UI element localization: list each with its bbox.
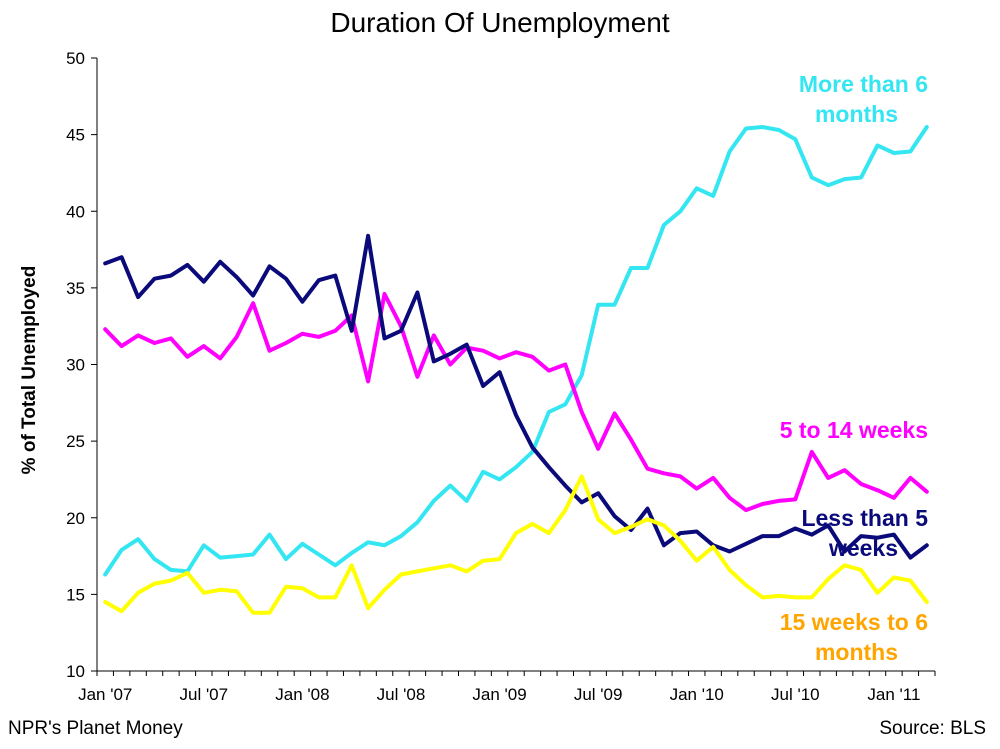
y-tick-label: 50 — [66, 49, 85, 68]
x-tick-label: Jan '10 — [670, 685, 724, 704]
series-line — [103, 292, 929, 513]
y-tick-label: 25 — [66, 432, 85, 451]
footer-source: Source: BLS — [879, 718, 986, 739]
y-tick-label: 20 — [66, 509, 85, 528]
x-tick-label: Jul '10 — [771, 685, 820, 704]
series-label-line: Less than 5 — [801, 505, 928, 531]
footer-credit: NPR's Planet Money — [8, 718, 183, 739]
x-tick-label: Jul '08 — [377, 685, 426, 704]
series-label-line: More than 6 — [799, 71, 928, 97]
series-line — [103, 233, 929, 560]
x-tick-label: Jul '07 — [179, 685, 228, 704]
x-tick-label: Jul '09 — [574, 685, 623, 704]
series-label: 5 to 14 weeks — [780, 417, 928, 443]
series-labels: More than 6 months 5 to 14 weeks Less than … — [780, 71, 929, 665]
series-label-line: months — [815, 639, 898, 665]
y-tick-label: 30 — [66, 356, 85, 375]
series-label-line: weeks — [828, 535, 898, 561]
y-tick-label: 40 — [66, 202, 85, 221]
x-tick-label: Jan '11 — [867, 685, 920, 704]
series-line — [103, 125, 929, 577]
x-tick-label: Jan '09 — [472, 685, 526, 704]
y-tick-label: 45 — [66, 126, 85, 145]
x-axis: Jan '07 Jul '07 Jan '08 Jul '08 Jan '09 Jul '… — [78, 671, 936, 704]
y-tick-label: 15 — [66, 585, 85, 604]
x-tick-label: Jan '08 — [275, 685, 329, 704]
series-label-line: 5 to 14 weeks — [780, 417, 928, 443]
x-tick-label: Jan '07 — [78, 685, 132, 704]
y-axis-label: % of Total Unemployed — [19, 266, 40, 475]
y-tick-label: 35 — [66, 279, 85, 298]
series-label-line: 15 weeks to 6 — [780, 609, 928, 635]
series-label-line: months — [815, 101, 898, 127]
series-line — [103, 474, 929, 615]
series-label: Less than 5 weeks — [801, 505, 928, 561]
series-lines — [103, 125, 929, 615]
chart-title: Duration Of Unemployment — [330, 7, 669, 38]
series-label: More than 6 months — [799, 71, 928, 127]
series-label: 15 weeks to 6 months — [780, 609, 928, 665]
y-tick-label: 10 — [66, 662, 85, 681]
y-axis: 10 15 20 25 30 35 40 45 50 — [66, 49, 97, 681]
